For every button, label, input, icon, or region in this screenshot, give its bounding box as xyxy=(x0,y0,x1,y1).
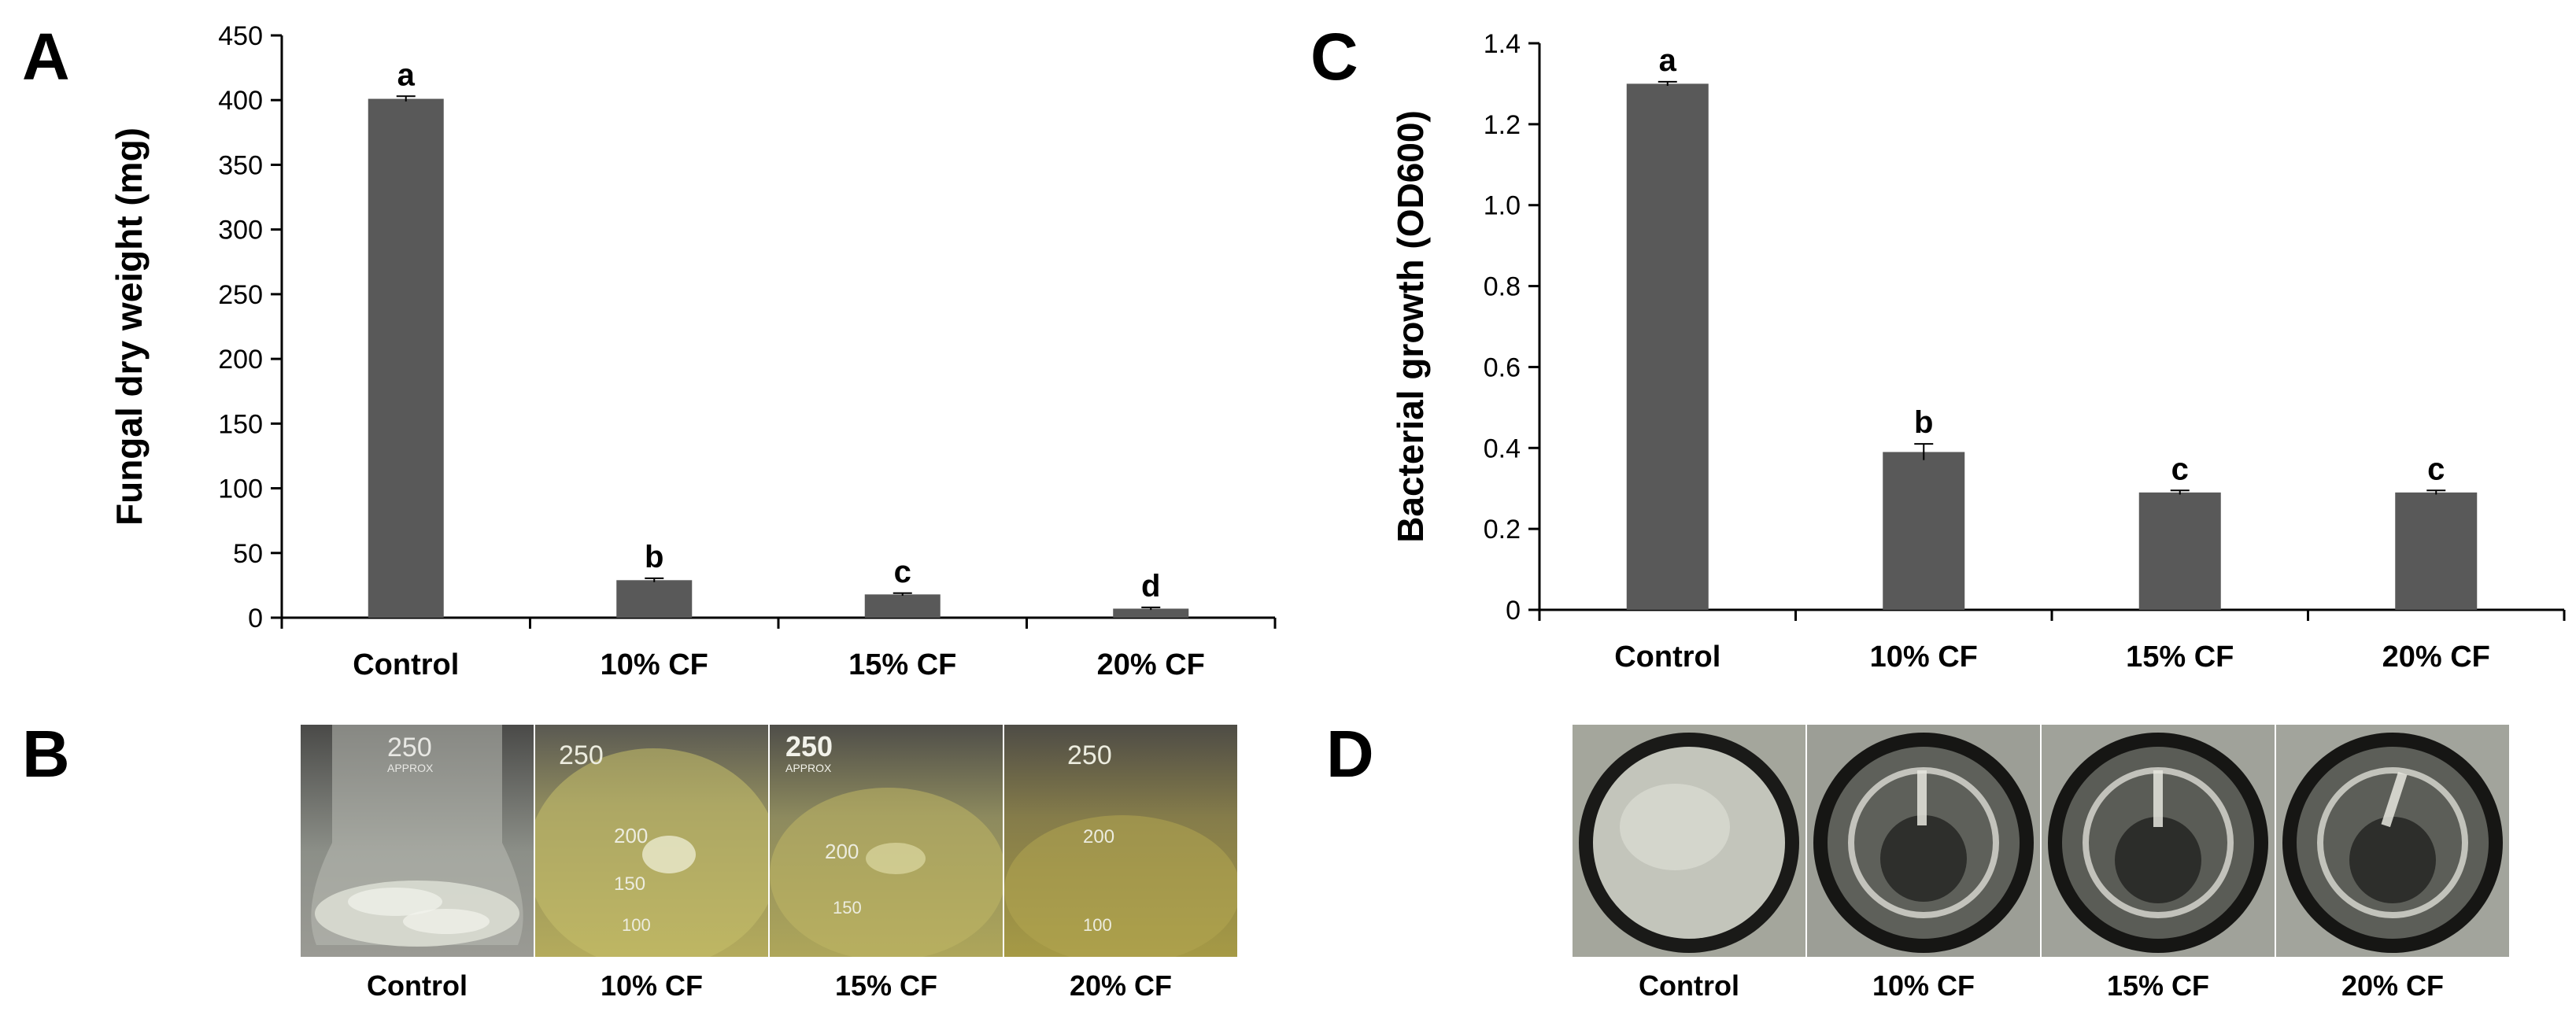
significance-letter: a xyxy=(1659,43,1677,78)
flask-15cf-mark-250: 250 xyxy=(785,730,833,762)
y-tick-label: 50 xyxy=(233,539,263,569)
well-photo-20cf xyxy=(2276,725,2509,957)
flask-10cf-mark-200: 200 xyxy=(614,824,648,847)
x-category-label: 15% CF xyxy=(848,648,956,681)
y-tick-label: 300 xyxy=(218,216,263,246)
flask-20cf-mark-250: 250 xyxy=(1067,740,1112,770)
panel-letter-c: C xyxy=(1310,20,1358,94)
x-category-label: Control xyxy=(353,648,459,681)
y-tick-label: 1.0 xyxy=(1484,191,1521,221)
flask-10cf-mark-100: 100 xyxy=(622,915,651,935)
bar xyxy=(2395,492,2478,610)
y-tick-label: 100 xyxy=(218,474,263,504)
flask-photo-10cf: 250 200 150 100 xyxy=(535,725,768,957)
x-category-label: 15% CF xyxy=(2126,641,2234,674)
y-tick-label: 450 xyxy=(218,21,263,51)
flask-photo-20cf: 250 200 100 xyxy=(1004,725,1237,957)
flask-photo-control: 250 APPROX xyxy=(301,725,534,957)
significance-letter: d xyxy=(1141,569,1160,604)
well-caption-control: Control xyxy=(1639,969,1739,1002)
y-tick-label: 350 xyxy=(218,150,263,180)
panel-letter-d: D xyxy=(1326,717,1374,791)
y-tick-label: 1.4 xyxy=(1484,29,1521,59)
well-caption-10cf: 10% CF xyxy=(1872,969,1975,1002)
bar xyxy=(2138,492,2221,610)
bar xyxy=(1883,452,1965,610)
flask-caption-10cf: 10% CF xyxy=(600,969,704,1002)
flask-20cf-mark-100: 100 xyxy=(1083,915,1112,935)
flask-10cf-mark-150: 150 xyxy=(614,873,645,895)
flask-15cf-mark-approx: APPROX xyxy=(785,762,832,774)
well-photo-10cf xyxy=(1807,725,2040,957)
y-tick-label: 1.2 xyxy=(1484,110,1521,140)
y-tick-label: 0.6 xyxy=(1484,353,1521,382)
y-tick-label: 0 xyxy=(248,604,263,633)
flask-caption-control: Control xyxy=(367,969,468,1002)
y-tick-label: 200 xyxy=(218,345,263,375)
y-tick-label: 150 xyxy=(218,409,263,439)
x-category-label: 20% CF xyxy=(2382,641,2490,674)
y-tick-label: 0.8 xyxy=(1484,272,1521,302)
y-tick-label: 0 xyxy=(1506,596,1521,626)
flask-caption-15cf: 15% CF xyxy=(834,969,938,1002)
flask-control-mark-approx: APPROX xyxy=(387,762,434,774)
x-category-label: 10% CF xyxy=(1870,641,1978,674)
y-axis-label: Fungal dry weight (mg) xyxy=(109,127,150,526)
y-tick-label: 400 xyxy=(218,86,263,116)
significance-letter: c xyxy=(894,555,911,589)
flask-15cf-mark-150: 150 xyxy=(833,898,862,917)
panel-letter-b: B xyxy=(22,717,70,791)
chart-fungal-dry-weight: 0 50 100 150 200 250 300 350 400 450 a Control b 10% … xyxy=(109,21,1277,681)
significance-letter: b xyxy=(645,540,663,574)
flask-control-mark-250: 250 xyxy=(387,733,432,762)
flask-10cf-mark-250: 250 xyxy=(559,740,604,770)
flask-20cf-mark-200: 200 xyxy=(1083,826,1114,847)
flask-caption-20cf: 20% CF xyxy=(1069,969,1173,1002)
x-category-label: 20% CF xyxy=(1097,648,1205,681)
flask-15cf-mark-200: 200 xyxy=(825,840,859,863)
well-caption-15cf: 15% CF xyxy=(2106,969,2210,1002)
chart-bacterial-growth: 0 0.2 0.4 0.6 0.8 1.0 1.2 1.4 a Control b 10% CF c 15… xyxy=(1390,29,2566,674)
y-tick-label: 250 xyxy=(218,280,263,310)
bar xyxy=(1626,83,1709,610)
bar xyxy=(616,580,693,618)
significance-letter: c xyxy=(2171,452,2189,486)
x-category-label: Control xyxy=(1614,641,1720,674)
bar xyxy=(1113,608,1189,618)
significance-letter: b xyxy=(1914,405,1933,440)
flask-photo-15cf: 250 APPROX 200 150 xyxy=(770,725,1003,957)
bar xyxy=(368,98,444,618)
y-tick-label: 0.4 xyxy=(1484,434,1521,463)
well-photo-control xyxy=(1573,725,1805,957)
significance-letter: c xyxy=(2427,452,2445,486)
significance-letter: a xyxy=(397,57,416,92)
well-photo-15cf xyxy=(2042,725,2275,957)
bar xyxy=(864,594,941,618)
panel-letter-a: A xyxy=(22,20,70,94)
x-category-label: 10% CF xyxy=(601,648,708,681)
y-axis-label: Bacterial growth (OD600) xyxy=(1390,110,1431,543)
y-tick-label: 0.2 xyxy=(1484,515,1521,545)
well-caption-20cf: 20% CF xyxy=(2341,969,2445,1002)
